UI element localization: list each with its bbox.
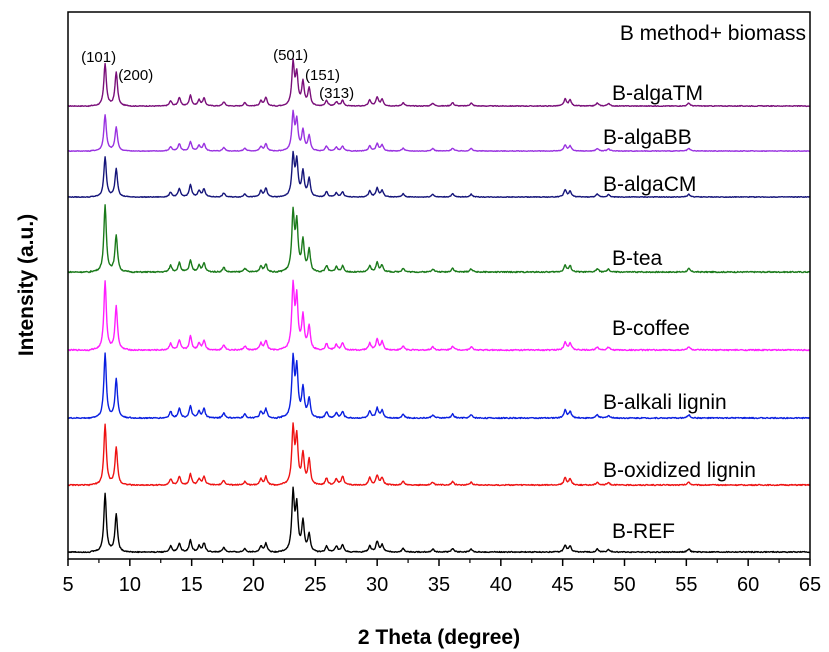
series-label-8: B-REF bbox=[612, 520, 675, 543]
series-line-6 bbox=[67, 352, 811, 420]
series-label-2: B-algaBB bbox=[603, 126, 692, 149]
series-labels: B-algaTM B-algaBB B-algaCM B-tea B-coffee B-a… bbox=[603, 82, 756, 543]
series-label-1: B-algaTM bbox=[612, 82, 703, 105]
peak-annotation-3: (501) bbox=[273, 47, 308, 64]
series-line-7 bbox=[67, 422, 811, 487]
x-tick-label-50: 50 bbox=[613, 574, 635, 596]
peak-annotation-1: (101) bbox=[81, 49, 116, 66]
series-line-5 bbox=[67, 279, 811, 352]
series-label-5: B-coffee bbox=[612, 317, 690, 340]
series-label-6: B-alkali lignin bbox=[603, 391, 727, 414]
x-tick-label-55: 55 bbox=[675, 574, 697, 596]
series-label-7: B-oxidized lignin bbox=[603, 459, 756, 482]
series-line-3 bbox=[67, 150, 811, 199]
y-axis-title: Intensity (a.u.) bbox=[15, 214, 38, 356]
x-tick-label-45: 45 bbox=[552, 574, 574, 596]
series-line-1 bbox=[67, 58, 811, 108]
x-tick-label-20: 20 bbox=[242, 574, 264, 596]
x-tick-label-30: 30 bbox=[366, 574, 388, 596]
x-tick-label-25: 25 bbox=[304, 574, 326, 596]
series-line-2 bbox=[67, 109, 811, 153]
series-line-4 bbox=[67, 204, 811, 274]
x-tick-label-35: 35 bbox=[428, 574, 450, 596]
x-axis-title: 2 Theta (degree) bbox=[358, 626, 520, 649]
peak-annotation-5: (313) bbox=[319, 85, 354, 102]
x-tick-label-40: 40 bbox=[490, 574, 512, 596]
series-line-8 bbox=[67, 486, 811, 554]
series-label-4: B-tea bbox=[612, 247, 663, 270]
peak-annotation-2: (200) bbox=[118, 67, 153, 84]
x-tick-label-5: 5 bbox=[62, 574, 73, 596]
series-traces bbox=[67, 58, 811, 554]
x-tick-label-10: 10 bbox=[119, 574, 141, 596]
series-label-3: B-algaCM bbox=[603, 173, 696, 196]
peak-annotations: (101)(200) (501) (151)(313) bbox=[81, 47, 354, 102]
x-tick-label-15: 15 bbox=[181, 574, 203, 596]
peak-annotation-4: (151) bbox=[305, 67, 340, 84]
x-axis-ticks: 5 10 15 20 25 30 35 40 45 50 55 60 65 bbox=[62, 559, 821, 596]
chart-title: B method+ biomass bbox=[620, 22, 806, 45]
x-tick-label-60: 60 bbox=[737, 574, 759, 596]
x-tick-label-65: 65 bbox=[799, 574, 821, 596]
